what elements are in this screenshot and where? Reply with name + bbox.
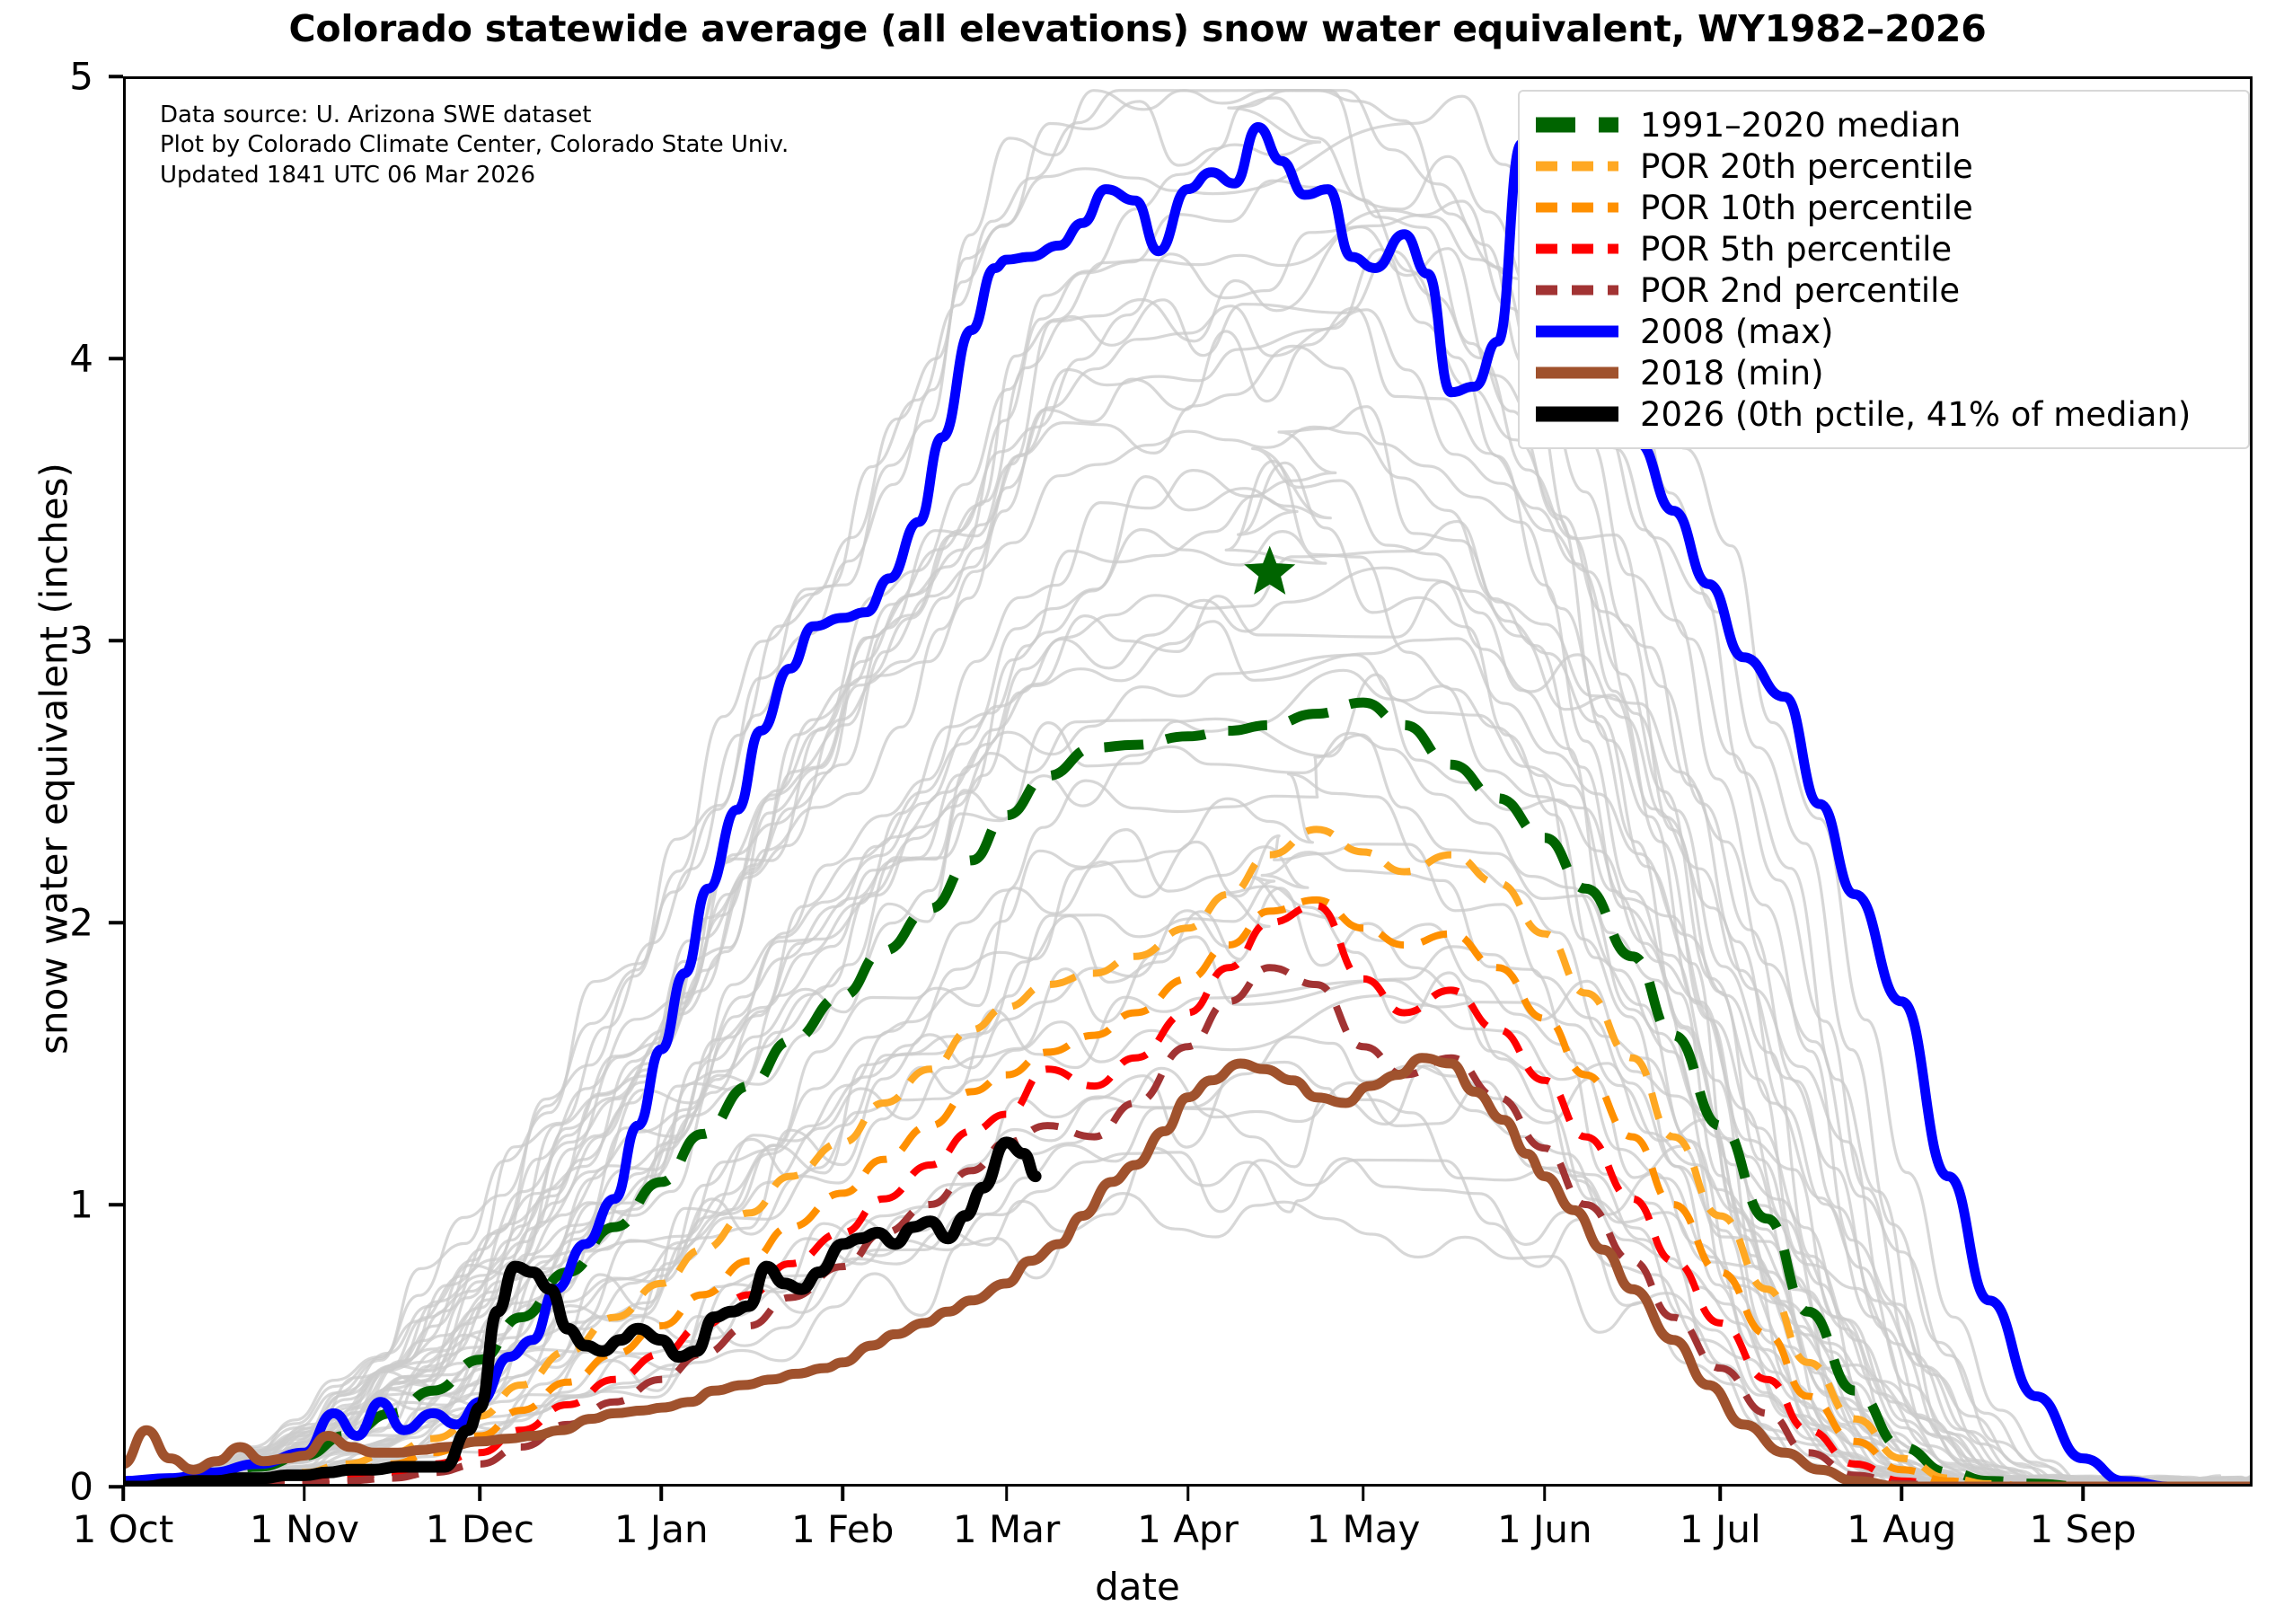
x-tick-label-1-jul: 1 Jul — [1679, 1507, 1761, 1551]
x-tick-label-1-nov: 1 Nov — [249, 1507, 359, 1551]
x-tick-label-1-aug: 1 Aug — [1847, 1507, 1957, 1551]
legend-swatch-icon — [1534, 352, 1620, 393]
year-trace — [123, 248, 2253, 1487]
legend-item[interactable]: POR 10th percentile — [1534, 187, 2232, 228]
annotation-line: Plot by Colorado Climate Center, Colorad… — [160, 131, 789, 159]
legend-swatch-icon — [1534, 146, 1620, 187]
legend-label: 2026 (0th pctile, 41% of median) — [1640, 394, 2191, 434]
year-trace — [123, 519, 2253, 1487]
series-line — [123, 697, 2253, 1487]
legend-swatch-icon — [1534, 393, 1620, 435]
year-trace — [123, 199, 2253, 1487]
series-line — [123, 1136, 1042, 1487]
legend-label: POR 2nd percentile — [1640, 270, 1961, 310]
x-tick-mark — [1004, 1487, 1009, 1501]
plot-canvas — [123, 76, 2253, 1487]
x-tick-mark — [1900, 1487, 1903, 1501]
median-peak-star-icon — [1244, 545, 1296, 595]
x-tick-label-1-may: 1 May — [1306, 1507, 1421, 1551]
series-line — [123, 902, 2253, 1487]
year-trace — [123, 1146, 2235, 1487]
legend-swatch-icon — [1534, 228, 1620, 269]
x-tick-mark — [1186, 1487, 1190, 1501]
x-tick-mark — [478, 1487, 482, 1501]
series-line — [123, 896, 2253, 1487]
x-tick-mark — [841, 1487, 844, 1501]
y-tick-label-1: 1 — [69, 1182, 93, 1227]
series-line — [123, 1053, 2253, 1487]
series-line — [123, 825, 2253, 1487]
year-trace — [123, 96, 2166, 1487]
year-trace — [123, 668, 2253, 1487]
year-trace — [123, 653, 2253, 1487]
year-trace — [123, 935, 2253, 1487]
year-trace — [123, 306, 2245, 1487]
year-trace — [123, 459, 2164, 1487]
y-tick-mark — [109, 357, 123, 360]
legend-label: 2018 (min) — [1640, 353, 1824, 393]
x-tick-mark — [2081, 1487, 2085, 1501]
annotation-line: Data source: U. Arizona SWE dataset — [160, 102, 592, 128]
x-tick-mark — [1362, 1487, 1365, 1501]
legend-swatch-icon — [1534, 269, 1620, 311]
year-trace — [123, 94, 2253, 1487]
y-tick-label-5: 5 — [69, 54, 93, 99]
x-tick-label-1-oct: 1 Oct — [72, 1507, 174, 1551]
x-tick-label-1-feb: 1 Feb — [790, 1507, 895, 1551]
y-tick-mark — [109, 1203, 123, 1206]
y-tick-label-0: 0 — [69, 1464, 93, 1509]
x-tick-label-1-jan: 1 Jan — [613, 1507, 709, 1551]
y-tick-label-4: 4 — [69, 336, 93, 381]
legend-label: POR 20th percentile — [1640, 146, 1973, 186]
legend-item[interactable]: POR 20th percentile — [1534, 146, 2232, 187]
y-tick-label-2: 2 — [69, 900, 93, 945]
x-tick-mark — [1543, 1487, 1547, 1501]
legend-item[interactable]: 2018 (min) — [1534, 352, 2232, 393]
x-axis-label: date — [1095, 1565, 1180, 1609]
y-tick-mark — [109, 921, 123, 924]
year-trace — [123, 446, 2191, 1487]
x-tick-label-1-sep: 1 Sep — [2029, 1507, 2137, 1551]
legend-item[interactable]: 2008 (max) — [1534, 311, 2232, 352]
y-axis-label: snow water equivalent (inches) — [31, 463, 76, 1055]
legend-swatch-icon — [1534, 311, 1620, 352]
y-tick-mark — [109, 1485, 123, 1488]
year-trace — [123, 875, 2185, 1487]
x-tick-mark — [659, 1487, 663, 1501]
y-tick-mark — [109, 75, 123, 78]
page-title: Colorado statewide average (all elevatio… — [288, 7, 1987, 50]
legend-item[interactable]: POR 2nd percentile — [1534, 269, 2232, 311]
x-tick-mark — [121, 1487, 125, 1501]
legend-item[interactable]: 2026 (0th pctile, 41% of median) — [1534, 393, 2232, 435]
year-trace — [123, 154, 2253, 1487]
legend-label: POR 5th percentile — [1640, 229, 1953, 269]
legend-label: 1991–2020 median — [1640, 105, 1962, 145]
plot-frame — [123, 76, 2253, 1487]
y-tick-label-3: 3 — [69, 618, 93, 663]
x-tick-mark — [1718, 1487, 1722, 1501]
legend-swatch-icon — [1534, 187, 1620, 228]
year-trace — [123, 994, 2253, 1487]
x-tick-label-1-jun: 1 Jun — [1496, 1507, 1592, 1551]
year-trace — [123, 89, 2181, 1487]
x-tick-label-1-dec: 1 Dec — [425, 1507, 535, 1551]
legend-label: POR 10th percentile — [1640, 188, 1973, 227]
x-tick-label-1-apr: 1 Apr — [1137, 1507, 1239, 1551]
x-tick-mark — [303, 1487, 306, 1501]
series-line — [123, 964, 2253, 1487]
legend-label: 2008 (max) — [1640, 312, 1834, 351]
source-annotation: Data source: U. Arizona SWE dataset Plot … — [160, 101, 789, 190]
year-trace — [123, 885, 2159, 1487]
annotation-line: Updated 1841 UTC 06 Mar 2026 — [160, 161, 536, 189]
legend-swatch-icon — [1534, 104, 1620, 146]
legend-item[interactable]: 1991–2020 median — [1534, 104, 2232, 146]
legend: 1991–2020 median POR 20th percentile POR 1… — [1518, 90, 2250, 449]
legend-item[interactable]: POR 5th percentile — [1534, 228, 2232, 269]
y-tick-mark — [109, 639, 123, 642]
x-tick-label-1-mar: 1 Mar — [952, 1507, 1061, 1551]
